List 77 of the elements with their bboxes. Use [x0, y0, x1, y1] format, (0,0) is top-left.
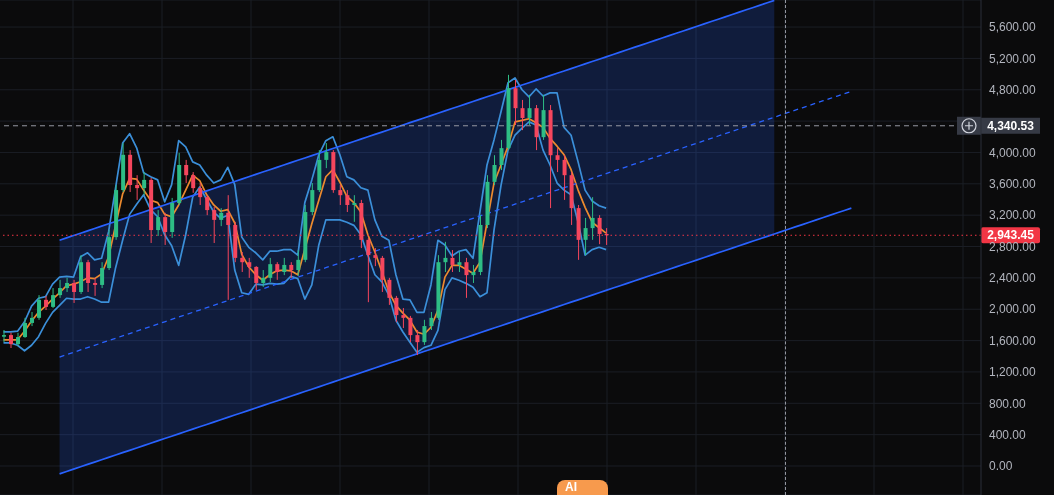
candlestick [254, 265, 259, 291]
candlestick [135, 174, 140, 201]
y-tick-label: 0.00 [989, 459, 1013, 474]
y-tick-label: 4,800.00 [989, 83, 1037, 98]
candlestick [464, 257, 469, 299]
candlestick [93, 277, 98, 297]
candlestick [163, 212, 168, 246]
candlestick [338, 184, 343, 206]
candlestick [520, 99, 525, 131]
candlestick [366, 237, 371, 303]
candlestick [142, 171, 147, 196]
candlestick [23, 317, 28, 339]
y-tick-label: 2,000.00 [989, 302, 1037, 317]
candlestick [247, 257, 252, 279]
candlestick [191, 171, 196, 194]
candlestick [513, 79, 518, 126]
candlestick [226, 194, 231, 301]
candlestick [457, 251, 462, 273]
candlestick [415, 329, 420, 356]
candlestick [380, 255, 385, 293]
candlestick [387, 277, 392, 306]
candlestick [205, 194, 210, 216]
ref-line-label: 4,340.53 [987, 118, 1035, 133]
candlestick [345, 189, 350, 213]
y-tick-label: 400.00 [989, 427, 1027, 442]
y-tick-label: 5,600.00 [989, 20, 1037, 35]
y-tick-label: 1,600.00 [989, 333, 1037, 348]
candlestick [212, 206, 217, 244]
candlestick [65, 277, 70, 293]
annotation: AI [565, 480, 577, 494]
candlestick [268, 257, 273, 283]
y-tick-label: 800.00 [989, 396, 1027, 411]
candlestick [58, 279, 63, 299]
candlestick [422, 319, 427, 346]
candlestick [429, 311, 434, 331]
line-series [58, 0, 776, 242]
candlestick [184, 159, 189, 184]
y-tick-label: 3,200.00 [989, 208, 1037, 223]
candlestick [219, 207, 224, 227]
candlestick [296, 249, 301, 277]
y-tick-label: 1,200.00 [989, 365, 1037, 380]
candlestick [156, 209, 161, 237]
line-series [58, 207, 853, 475]
candlestick [86, 259, 91, 293]
candlestick [44, 295, 49, 311]
candlestick [583, 217, 588, 256]
candlestick [499, 139, 504, 171]
candlestick [597, 214, 602, 245]
candlestick [408, 315, 413, 343]
candlestick [240, 251, 245, 273]
candlestick [555, 147, 560, 173]
candlestick [16, 332, 21, 347]
candlestick [590, 196, 595, 241]
candlestick [352, 194, 357, 223]
candlestick [72, 279, 77, 304]
candlestick [471, 264, 476, 284]
candlestick [450, 249, 455, 273]
candlestick [100, 261, 105, 289]
candlestick [401, 307, 406, 329]
candlestick [37, 294, 42, 321]
candlestick [324, 142, 329, 169]
y-tick-label: 2,400.00 [989, 271, 1037, 286]
y-tick-label: 5,200.00 [989, 51, 1037, 66]
candlestick [443, 241, 448, 273]
badge: AI [557, 480, 608, 495]
candlestick [394, 295, 399, 323]
y-tick-label: 4,000.00 [989, 145, 1037, 160]
candlestick [30, 311, 35, 327]
candlestick [562, 154, 567, 201]
candlestick [527, 94, 532, 126]
candlestick [51, 287, 56, 309]
y-tick-label: 3,600.00 [989, 177, 1037, 192]
candlestick [198, 182, 203, 206]
candlestick [492, 154, 497, 186]
candlestick [373, 247, 378, 267]
candlestick [2, 329, 6, 343]
candlestick [310, 182, 315, 216]
